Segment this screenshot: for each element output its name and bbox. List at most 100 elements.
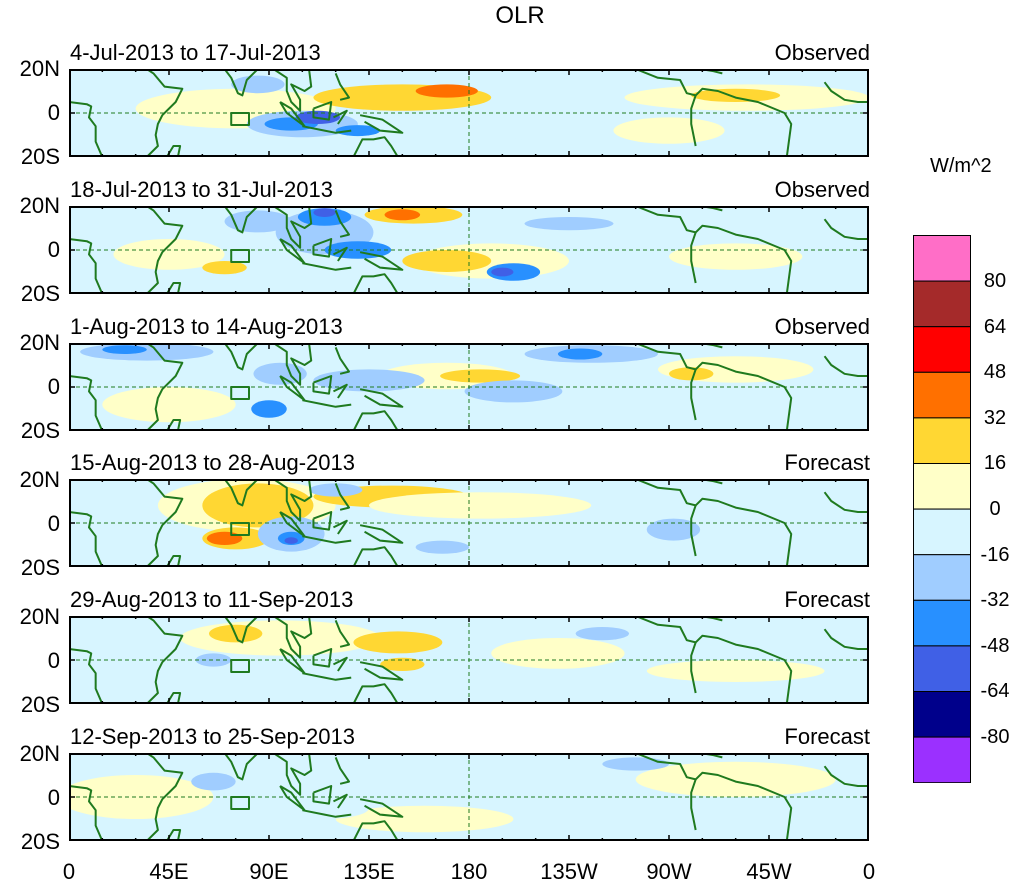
chart-title: OLR: [495, 2, 545, 29]
anomaly-contour: [104, 503, 158, 521]
anomaly-contour: [491, 638, 625, 669]
colorbar-swatch: [913, 235, 971, 282]
coastline: [302, 262, 352, 271]
colorbar-label: 80: [983, 270, 1007, 292]
coastline: [823, 81, 869, 103]
anomaly-contour: [284, 537, 298, 544]
coastline: [69, 238, 104, 294]
x-tick-label: 135E: [343, 859, 395, 884]
coastline: [352, 136, 399, 157]
coastline: [359, 524, 404, 544]
coastline: [359, 251, 404, 271]
coastline: [334, 757, 350, 785]
panel-title: 4-Jul-2013 to 17-Jul-2013: [70, 40, 321, 65]
coastline: [823, 218, 869, 240]
coastline: [334, 347, 350, 375]
panel-title: 15-Aug-2013 to 28-Aug-2013: [70, 450, 355, 475]
anomaly-contour: [691, 88, 781, 102]
anomaly-contour: [313, 369, 425, 392]
anomaly-contour: [102, 345, 147, 354]
coastline: [352, 820, 399, 841]
coastline: [690, 642, 697, 694]
coastline: [312, 101, 333, 121]
coastline: [197, 753, 259, 781]
anomaly-contour: [191, 772, 236, 791]
anomaly-contour: [415, 540, 470, 554]
map-panel-4: [69, 479, 869, 567]
coastline: [333, 109, 348, 125]
coastline: [165, 555, 182, 567]
coastline: [823, 765, 869, 787]
panel-title: 18-Jul-2013 to 31-Jul-2013: [70, 177, 333, 202]
colorbar-label: -80: [980, 726, 1010, 748]
coastline: [312, 648, 333, 668]
coastline: [140, 616, 184, 704]
coastline: [635, 616, 793, 704]
colorbar-swatch: [913, 508, 971, 556]
x-tick-label: 90W: [646, 859, 692, 884]
coastline: [69, 375, 104, 431]
y-tick-label: 20N: [19, 604, 60, 629]
coastlines: [69, 69, 869, 157]
anomaly-contour: [384, 209, 421, 221]
x-tick-label: 0: [862, 859, 876, 884]
panel-type: Forecast: [784, 724, 870, 749]
y-tick-label: 0: [47, 648, 60, 673]
colorbar-label: 48: [983, 361, 1007, 383]
coastlines: [69, 206, 869, 294]
anomaly-contour: [280, 797, 369, 819]
colorbar-label: -64: [980, 680, 1010, 702]
x-tick-label: 90E: [249, 859, 289, 884]
anomaly-contour: [291, 671, 381, 693]
coastlines: [69, 616, 869, 704]
coastline: [197, 616, 259, 644]
coastline: [690, 369, 697, 421]
anomaly-contour: [113, 239, 225, 270]
coastlines: [69, 753, 869, 841]
anomaly-contour: [635, 761, 836, 797]
coastlines: [69, 343, 869, 431]
coastline: [140, 69, 184, 157]
coastline: [312, 785, 333, 805]
panel-type: Forecast: [784, 587, 870, 612]
coastline: [302, 535, 352, 544]
coastline: [635, 206, 793, 294]
anomaly-contour: [557, 348, 603, 360]
coastline: [165, 282, 182, 294]
coastline: [333, 246, 348, 262]
anomaly-contour: [646, 660, 825, 682]
coastline: [302, 809, 352, 818]
y-tick-label: 20S: [20, 418, 60, 443]
coastline: [333, 656, 348, 672]
coastline: [272, 616, 313, 659]
anomaly-contour: [491, 267, 514, 277]
coastline: [359, 798, 404, 818]
coastline: [140, 753, 184, 841]
y-tick-label: 20N: [19, 467, 60, 492]
map-panel-3: [69, 343, 869, 431]
coastline: [69, 785, 104, 841]
coastline: [140, 343, 184, 431]
coastline: [823, 628, 869, 650]
x-tick-label: 180: [450, 859, 488, 884]
coastline: [359, 114, 404, 134]
anomaly-contour: [524, 217, 614, 231]
anomaly-contour: [402, 250, 492, 272]
anomaly-contour: [440, 369, 521, 383]
colorbar-swatch: [913, 463, 971, 510]
anomaly-contour: [464, 113, 607, 140]
anomaly-contour: [80, 343, 214, 361]
anomaly-contour: [313, 208, 336, 217]
y-tick-label: 0: [47, 237, 60, 262]
coastline: [823, 491, 869, 513]
anomaly-contour: [669, 367, 714, 381]
y-tick-label: 20S: [20, 281, 60, 306]
anomaly-contour: [369, 492, 592, 519]
x-tick-label: 45E: [149, 859, 189, 884]
colorbar-swatch: [913, 599, 971, 647]
anomaly-contour: [224, 210, 292, 233]
y-tick-label: 20S: [20, 692, 60, 717]
anomaly-contour: [253, 362, 307, 385]
panel-title: 29-Aug-2013 to 11-Sep-2013: [70, 587, 354, 612]
coastline: [272, 206, 313, 249]
